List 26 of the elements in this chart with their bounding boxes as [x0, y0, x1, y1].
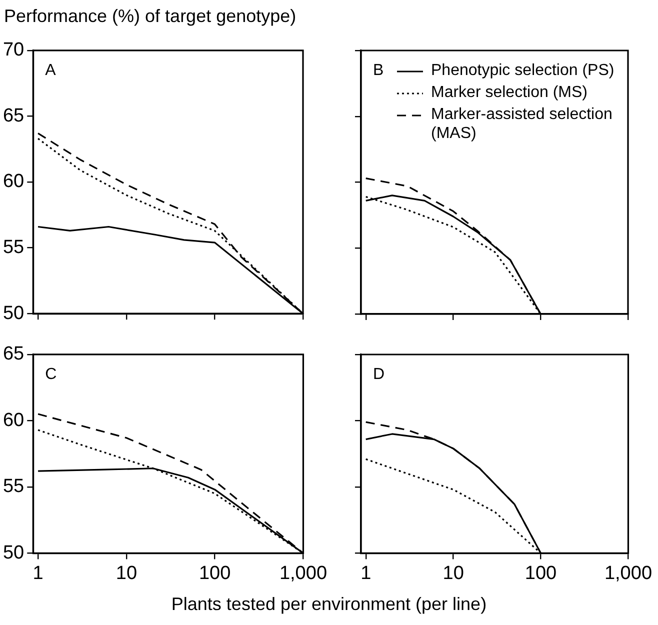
x-tick-label: 100: [524, 562, 557, 584]
x-axis-title: Plants tested per environment (per line): [170, 594, 488, 615]
annotation: C: [45, 366, 57, 383]
x-tick-label: 10: [116, 562, 138, 584]
x-tick-label: 1,000: [604, 562, 652, 584]
y-tick-label: 60: [2, 410, 24, 431]
y-tick-label: 50: [2, 542, 24, 564]
y-tick-label: 65: [2, 105, 24, 126]
y-axis-title: Performance (%) of target genotype): [4, 6, 296, 27]
annotation: D: [373, 366, 385, 383]
legend-label: Marker-assisted selection (MAS): [431, 106, 612, 142]
x-tick-label: 1: [360, 562, 372, 584]
x-tick-label: 1,000: [279, 562, 327, 584]
y-tick-label: 65: [2, 344, 24, 365]
legend-label: Marker selection (MS): [431, 84, 588, 101]
y-tick-label: 50: [2, 302, 24, 324]
y-tick-label: 55: [2, 476, 24, 498]
y-tick-label: 70: [2, 40, 24, 61]
legend-label: Phenotypic selection (PS): [431, 62, 614, 79]
x-tick-label: 100: [198, 562, 231, 584]
annotation: B: [373, 62, 384, 79]
x-tick-label: 1: [32, 562, 44, 584]
x-tick-label: 10: [442, 562, 464, 584]
y-tick-label: 60: [2, 171, 24, 192]
y-tick-label: 55: [2, 237, 24, 258]
annotation: A: [45, 62, 56, 79]
